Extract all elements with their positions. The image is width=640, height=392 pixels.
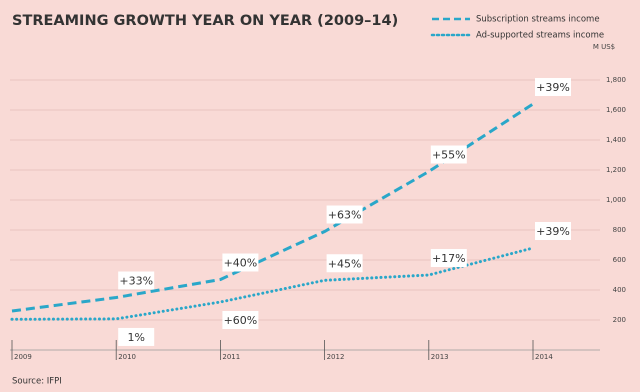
annotation-box xyxy=(222,253,259,272)
annotation-box xyxy=(326,205,363,224)
annotation-box xyxy=(118,327,155,346)
annotation-box xyxy=(535,78,571,96)
y-axis-label: M US$ xyxy=(593,43,615,51)
x-tick-label: 2014 xyxy=(535,353,553,361)
annotation: +39% xyxy=(536,81,570,94)
y-tick-label: 400 xyxy=(613,286,626,294)
legend-label: Subscription streams income xyxy=(476,15,600,25)
annotation-box xyxy=(430,145,467,164)
y-tick-label: 1,000 xyxy=(606,196,626,204)
annotation: +63% xyxy=(328,209,362,222)
annotation: +60% xyxy=(224,314,258,327)
annotation-box xyxy=(430,249,467,267)
annotation: +45% xyxy=(328,257,362,270)
x-tick-label: 2013 xyxy=(431,353,449,361)
annotation-box xyxy=(535,222,571,240)
legend-label: Ad-supported streams income xyxy=(476,31,604,41)
annotation-box xyxy=(222,311,259,329)
annotation: +39% xyxy=(536,225,570,238)
source: Source: IFPI xyxy=(12,377,62,387)
annotation-box xyxy=(118,271,155,290)
y-tick-label: 1,400 xyxy=(606,136,626,144)
annotation: +17% xyxy=(432,252,466,265)
y-tick-label: 1,600 xyxy=(606,106,626,114)
x-tick-label: 2012 xyxy=(327,353,345,361)
series-line xyxy=(11,102,534,313)
x-tick-label: 2010 xyxy=(118,353,136,361)
series-line xyxy=(10,246,535,321)
annotation: 1% xyxy=(127,331,144,344)
y-tick-label: 200 xyxy=(613,316,626,324)
annotation: +40% xyxy=(224,257,258,270)
annotation: +33% xyxy=(119,275,153,288)
y-tick-label: 800 xyxy=(613,226,626,234)
y-tick-label: 600 xyxy=(613,256,626,264)
x-tick-label: 2009 xyxy=(14,353,32,361)
y-tick-label: 1,200 xyxy=(606,166,626,174)
y-tick-label: 1,800 xyxy=(606,76,626,84)
annotation: +55% xyxy=(432,149,466,162)
annotation-box xyxy=(326,254,363,273)
x-tick-label: 2011 xyxy=(222,353,240,361)
chart-title: STREAMING GROWTH YEAR ON YEAR (2009–14) xyxy=(12,13,398,29)
